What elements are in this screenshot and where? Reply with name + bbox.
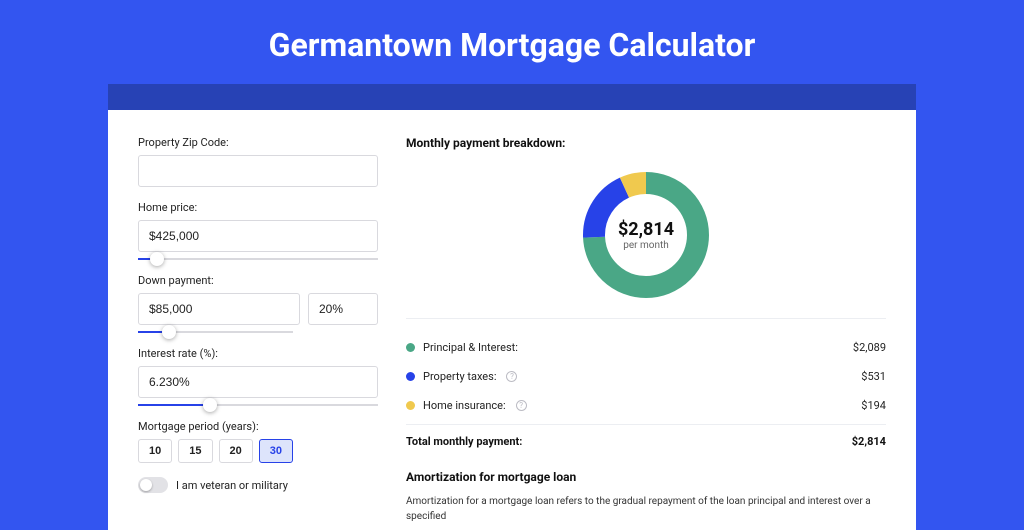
breakdown-title: Monthly payment breakdown: <box>406 136 886 150</box>
total-row: Total monthly payment: $2,814 <box>406 424 886 448</box>
period-options: 1015 2030 <box>138 439 378 463</box>
down-payment-amount-input[interactable] <box>138 293 300 325</box>
interest-rate-label: Interest rate (%): <box>138 347 378 360</box>
total-label: Total monthly payment: <box>406 435 522 448</box>
amortization-title: Amortization for mortgage loan <box>406 470 886 484</box>
home-price-label: Home price: <box>138 201 378 214</box>
legend-label: Home insurance: <box>423 399 506 412</box>
down-payment-pct-input[interactable] <box>308 293 378 325</box>
legend-list: Principal & Interest: $2,089 Property taxe… <box>406 333 886 420</box>
help-icon[interactable]: ? <box>516 400 527 411</box>
period-btn-15[interactable]: 15 <box>178 439 212 463</box>
slider-thumb[interactable] <box>150 252 164 266</box>
banner-bar <box>108 84 916 110</box>
legend-dot <box>406 401 415 410</box>
legend-label: Principal & Interest: <box>423 341 518 354</box>
amortization-text: Amortization for a mortgage loan refers … <box>406 494 886 524</box>
veteran-label: I am veteran or military <box>176 479 288 492</box>
form-column: Property Zip Code: Home price: Down paym… <box>138 136 378 530</box>
legend-dot <box>406 372 415 381</box>
breakdown-column: Monthly payment breakdown: $2,814 per mo… <box>406 136 886 530</box>
donut-section: $2,814 per month <box>406 162 886 319</box>
legend-row: Principal & Interest: $2,089 <box>406 333 886 362</box>
donut-value: $2,814 <box>618 219 674 240</box>
home-price-input[interactable] <box>138 220 378 252</box>
interest-rate-slider[interactable] <box>138 404 378 406</box>
down-payment-field: Down payment: <box>138 274 378 333</box>
down-payment-label: Down payment: <box>138 274 378 287</box>
period-field: Mortgage period (years): 1015 2030 <box>138 420 378 463</box>
home-price-field: Home price: <box>138 201 378 260</box>
donut-chart: $2,814 per month <box>581 170 711 300</box>
down-payment-slider[interactable] <box>138 331 293 333</box>
legend-label: Property taxes: <box>423 370 496 383</box>
zip-field: Property Zip Code: <box>138 136 378 187</box>
slider-thumb[interactable] <box>203 398 217 412</box>
legend-dot <box>406 343 415 352</box>
legend-amount: $194 <box>861 399 886 412</box>
donut-sub-label: per month <box>623 240 669 251</box>
slider-fill <box>138 404 210 406</box>
help-icon[interactable]: ? <box>506 371 517 382</box>
zip-input[interactable] <box>138 155 378 187</box>
legend-row: Home insurance:? $194 <box>406 391 886 420</box>
legend-amount: $2,089 <box>853 341 886 354</box>
interest-rate-input[interactable] <box>138 366 378 398</box>
veteran-row: I am veteran or military <box>138 477 378 493</box>
slider-thumb[interactable] <box>162 325 176 339</box>
period-btn-10[interactable]: 10 <box>138 439 172 463</box>
legend-amount: $531 <box>861 370 886 383</box>
zip-label: Property Zip Code: <box>138 136 378 149</box>
period-label: Mortgage period (years): <box>138 420 378 433</box>
period-btn-30[interactable]: 30 <box>259 439 293 463</box>
calculator-card: Property Zip Code: Home price: Down paym… <box>108 110 916 530</box>
veteran-toggle[interactable] <box>138 477 168 493</box>
legend-row: Property taxes:? $531 <box>406 362 886 391</box>
donut-center: $2,814 per month <box>581 170 711 300</box>
total-amount: $2,814 <box>852 435 886 448</box>
interest-rate-field: Interest rate (%): <box>138 347 378 406</box>
page-title: Germantown Mortgage Calculator <box>0 0 1024 84</box>
home-price-slider[interactable] <box>138 258 378 260</box>
period-btn-20[interactable]: 20 <box>219 439 253 463</box>
